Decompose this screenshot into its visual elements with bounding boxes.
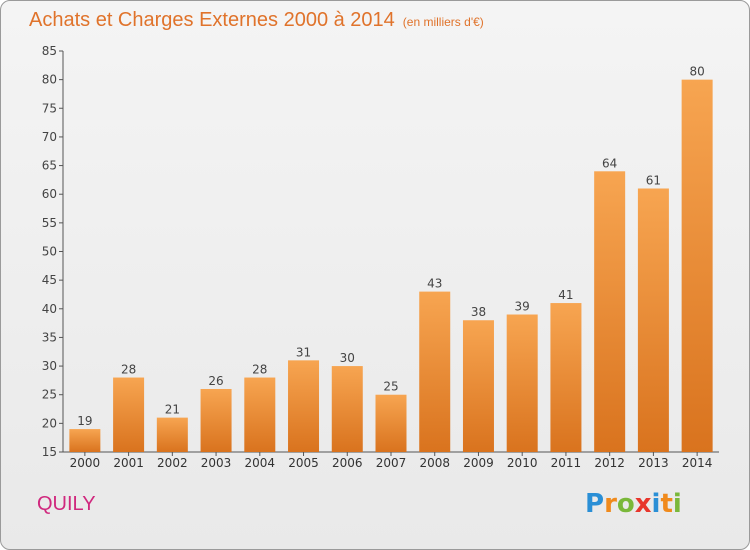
y-tick-label: 60 <box>42 187 57 201</box>
bar <box>637 188 669 452</box>
bar-value-label: 64 <box>602 156 617 170</box>
y-tick-label: 50 <box>42 245 57 259</box>
x-tick-label: 2014 <box>682 456 713 470</box>
commune-name: QUILY <box>37 493 96 515</box>
bar-value-label: 80 <box>689 65 704 79</box>
bar-value-label: 31 <box>296 345 311 359</box>
y-tick-label: 80 <box>42 73 57 87</box>
y-tick-label: 40 <box>42 302 57 316</box>
bar <box>69 429 101 452</box>
bar-value-label: 28 <box>121 363 136 377</box>
chart-title-text: Achats et Charges Externes 2000 à 2014 <box>29 9 395 31</box>
bar <box>244 377 276 452</box>
x-tick-label: 2004 <box>245 456 276 470</box>
y-tick-label: 55 <box>42 216 57 230</box>
bar-value-label: 25 <box>383 380 398 394</box>
x-tick-label: 2002 <box>157 456 188 470</box>
logo-letter: i <box>651 489 661 519</box>
logo-letter: o <box>616 489 635 519</box>
bar-value-label: 26 <box>208 374 223 388</box>
bar-value-label: 38 <box>471 305 486 319</box>
logo-letter: i <box>672 489 682 519</box>
logo-letter: P <box>585 489 605 519</box>
bar <box>594 171 626 453</box>
x-tick-label: 2012 <box>594 456 625 470</box>
y-tick-label: 45 <box>42 273 57 287</box>
bar <box>681 79 713 453</box>
logo-letter: r <box>604 489 617 519</box>
y-tick-label: 65 <box>42 159 57 173</box>
x-tick-label: 2008 <box>419 456 450 470</box>
y-tick-label: 30 <box>42 359 57 373</box>
y-tick-label: 85 <box>42 44 57 58</box>
x-tick-label: 2011 <box>551 456 582 470</box>
bar-value-label: 30 <box>340 351 355 365</box>
bar-value-label: 19 <box>77 414 92 428</box>
x-tick-label: 2006 <box>332 456 363 470</box>
bar <box>200 388 232 452</box>
bar-value-label: 61 <box>646 173 661 187</box>
bar-value-label: 39 <box>515 300 530 314</box>
x-tick-label: 2007 <box>376 456 407 470</box>
y-tick-label: 20 <box>42 416 57 430</box>
bar-value-label: 28 <box>252 363 267 377</box>
y-tick-label: 25 <box>42 388 57 402</box>
bar <box>462 320 494 452</box>
bar <box>375 394 407 452</box>
bar <box>331 366 363 452</box>
bar-value-label: 21 <box>165 403 180 417</box>
bar <box>156 417 188 452</box>
x-tick-label: 2003 <box>201 456 232 470</box>
y-tick-label: 35 <box>42 330 57 344</box>
bar <box>550 303 582 452</box>
logo-letter: x <box>634 489 652 519</box>
bar <box>288 360 320 452</box>
bar <box>506 314 538 452</box>
bar <box>419 291 451 452</box>
bar <box>113 377 145 452</box>
logo-letter: t <box>660 489 673 519</box>
bar-value-label: 43 <box>427 277 442 291</box>
x-tick-label: 2010 <box>507 456 538 470</box>
bar-value-label: 41 <box>558 288 573 302</box>
x-tick-label: 2013 <box>638 456 669 470</box>
y-tick-label: 75 <box>42 101 57 115</box>
chart-unit: (en milliers d'€) <box>402 15 484 29</box>
y-tick-label: 15 <box>42 445 57 459</box>
x-tick-label: 2001 <box>113 456 144 470</box>
proxiti-logo: Proxiti <box>585 489 682 519</box>
x-tick-label: 2005 <box>288 456 319 470</box>
x-tick-label: 2000 <box>70 456 101 470</box>
x-tick-label: 2009 <box>463 456 494 470</box>
y-tick-label: 70 <box>42 130 57 144</box>
chart-title: Achats et Charges Externes 2000 à 2014 (e… <box>29 9 484 32</box>
